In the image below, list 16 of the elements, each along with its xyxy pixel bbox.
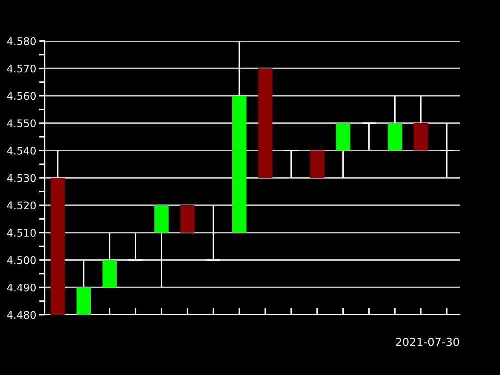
y-tick-label: 4.500	[7, 256, 36, 264]
y-tick-label: 4.510	[7, 229, 36, 237]
y-tick-label: 4.540	[7, 146, 36, 155]
candlestick	[206, 204, 221, 261]
y-tick-label: 4.550	[7, 120, 36, 128]
y-tick-label: 4.480	[7, 311, 36, 320]
y-tick-label: 4.490	[7, 284, 36, 292]
y-tick-label: 4.530	[7, 174, 36, 182]
candlestick	[440, 122, 454, 179]
y-tick-label: 4.570	[7, 64, 36, 73]
candlestick	[128, 232, 143, 261]
candlestick	[284, 150, 299, 179]
y-tick-label: 4.580	[7, 37, 36, 46]
y-tick-label: 4.560	[7, 92, 36, 100]
text: 2021-07-30	[396, 338, 460, 346]
y-tick-label: 4.520	[7, 202, 36, 210]
